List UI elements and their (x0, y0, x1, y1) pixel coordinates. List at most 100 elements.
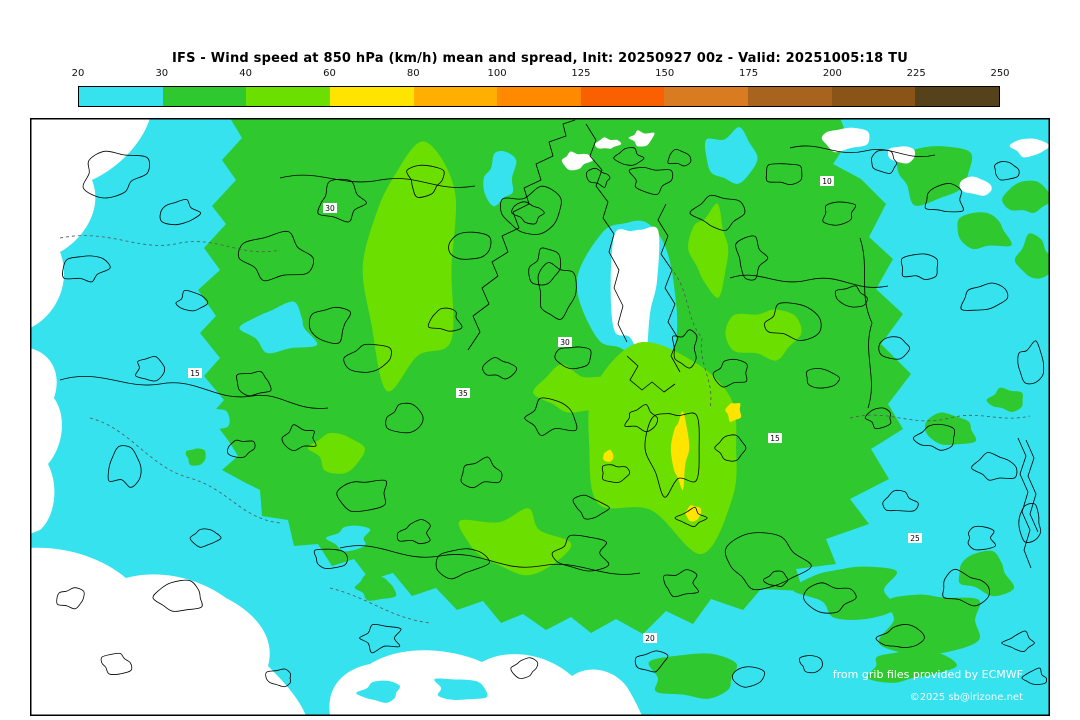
fill-region-bgreen (725, 309, 802, 361)
contour-line (265, 668, 292, 688)
fill-region-cyan (191, 406, 230, 433)
colorbar-segment (664, 87, 749, 106)
fill-region-white (594, 137, 622, 149)
low-wind-region (30, 547, 306, 716)
contour-line (511, 201, 545, 225)
wind-map: 15 30 35 10 15 20 25 30 from grib files provide… (30, 118, 1056, 716)
contour-line (524, 397, 578, 436)
contour-line (427, 307, 463, 332)
page-title: IFS - Wind speed at 850 hPa (km/h) mean … (172, 51, 908, 66)
contour-line (864, 407, 892, 430)
contour-line (343, 343, 392, 373)
contour-label: 15 (768, 433, 782, 443)
contour-line (912, 423, 956, 451)
contour-line (967, 525, 997, 551)
contour-line (714, 434, 747, 462)
fill-region-yellow (725, 403, 742, 422)
contour-line (236, 370, 272, 397)
spread-contour (279, 174, 476, 188)
spread-contour (339, 545, 641, 575)
fill-region-cyan (325, 525, 371, 552)
contour-line (551, 534, 610, 572)
contour-line (624, 404, 659, 433)
fill-region-white (628, 130, 655, 147)
contour-line (805, 367, 840, 389)
colorbar-tick-label: 225 (906, 68, 926, 79)
fill-blobs (185, 127, 1056, 703)
contour-line (644, 412, 700, 498)
contour-label: 15 (188, 368, 202, 378)
dashed-contour (329, 587, 431, 624)
low-wind-region (30, 118, 150, 328)
contour-line (724, 532, 812, 591)
colorbar-segment (162, 87, 247, 106)
contour-line (971, 452, 1018, 481)
contour-line (663, 569, 699, 598)
low-wind-regions (30, 118, 642, 716)
fill-region-green (1014, 233, 1056, 279)
contour-line (528, 247, 562, 286)
map-attribution-copyright: ©2025 sb@irizone.net (910, 692, 1023, 703)
colorbar-tick-label: 150 (655, 68, 675, 79)
dashed-contour (849, 414, 1031, 422)
contour-line (667, 148, 692, 167)
contour-line (798, 655, 823, 674)
contour-line (672, 329, 698, 369)
map-container: 15 30 35 10 15 20 25 30 from grib files provide… (30, 118, 1056, 716)
contour-line (227, 439, 256, 458)
contour-line (448, 231, 492, 260)
fill-region-bgreen (307, 432, 365, 474)
colorbar-segment (246, 87, 330, 106)
spread-contour (789, 145, 936, 157)
svg-text:15: 15 (190, 369, 200, 378)
fill-region-yellow (603, 449, 614, 462)
fill-region-green (792, 566, 898, 620)
map-attribution-source: from grib files provided by ECMWF (833, 668, 1023, 681)
dashed-contour (89, 417, 281, 524)
colorbar-tick-label: 125 (571, 68, 591, 79)
fill-region-green (896, 146, 973, 206)
dashed-contours (59, 235, 1031, 624)
fill-region-white (887, 146, 916, 164)
spread-contour (59, 376, 329, 409)
colorbar-tick-label: 200 (822, 68, 842, 79)
colorbar-tick-label: 40 (239, 68, 252, 79)
colorbar-ticks: 20 30 40 60 80 100 125 150 175 200 225 250 (72, 68, 1010, 82)
contour-line (460, 456, 503, 489)
contour-line (765, 163, 803, 186)
contour-blobs (56, 147, 1047, 688)
contour-line (882, 489, 919, 512)
contour-label: 25 (908, 533, 922, 543)
contour-line (107, 445, 142, 488)
contour-line (924, 183, 964, 213)
spread-contour (859, 237, 873, 409)
contour-line (834, 285, 868, 308)
map-border (30, 118, 1050, 716)
colorbar-segment (831, 87, 916, 106)
contour-line (100, 652, 133, 675)
fill-region-bgreen (362, 141, 457, 392)
contour-line (674, 506, 708, 528)
colorbar (78, 86, 1000, 107)
contour-line (689, 194, 746, 232)
contour-line (482, 357, 518, 380)
contour-line (763, 570, 789, 587)
contour-line (359, 623, 402, 654)
fill-region-green (878, 594, 981, 655)
contour-line (764, 302, 822, 342)
contour-line (613, 147, 645, 166)
contour-line (510, 657, 539, 679)
contour-line (175, 289, 209, 312)
contour-line (317, 178, 367, 223)
fill-region-white (610, 226, 660, 363)
fill-region-white (821, 127, 870, 153)
fill-region-cyan (239, 301, 318, 354)
fill-region-bgreen (458, 508, 572, 576)
contour-label: 10 (820, 176, 834, 186)
contour-line (159, 198, 202, 226)
contour-line (572, 494, 610, 520)
contour-line (537, 262, 577, 320)
contour-line (601, 464, 631, 483)
contour-line (732, 666, 766, 688)
fill-region-green (648, 653, 738, 699)
